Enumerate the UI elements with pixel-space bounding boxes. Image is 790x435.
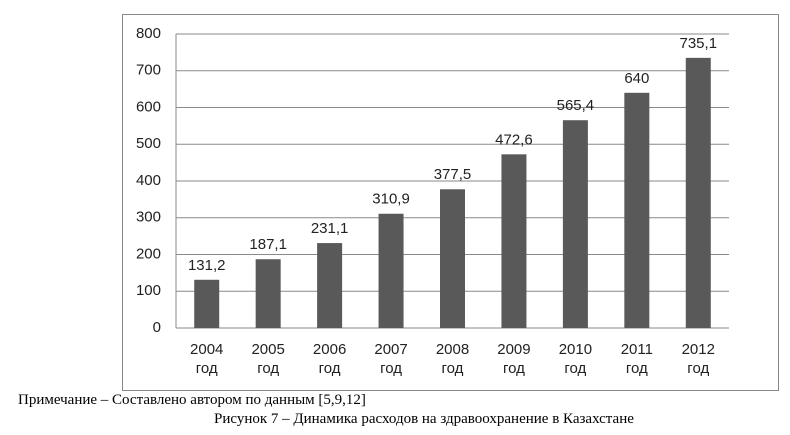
- value-label: 565,4: [557, 97, 595, 114]
- chart-border: [122, 14, 779, 391]
- value-label: 377,5: [434, 166, 472, 183]
- x-tick-label: 2006 год: [312, 341, 347, 377]
- bar: [194, 279, 220, 328]
- y-tick-label: 600: [136, 98, 161, 115]
- y-tick-label: 0: [153, 319, 161, 336]
- value-label: 187,1: [249, 236, 287, 253]
- caption: Рисунок 7 – Динамика расходов на здравоо…: [214, 411, 634, 427]
- bar: [255, 259, 281, 328]
- value-label: 735,1: [680, 35, 718, 52]
- value-label: 640: [624, 70, 649, 87]
- bar: [378, 213, 404, 328]
- x-tick-label: 2012 год: [681, 341, 715, 377]
- y-tick-label: 300: [136, 209, 161, 226]
- x-tick-label: 2005 год: [251, 341, 285, 377]
- note: Примечание – Составлено автором по данны…: [18, 392, 366, 408]
- y-tick-label: 700: [136, 62, 161, 79]
- value-label: 310,9: [372, 191, 410, 208]
- value-label: 131,2: [188, 257, 226, 274]
- x-tick-label: 2010 год: [558, 341, 593, 377]
- y-tick-label: 400: [136, 172, 161, 189]
- x-tick-label: 2008 год: [435, 341, 470, 377]
- bar: [685, 57, 711, 329]
- x-tick-label: 2011 год: [620, 341, 653, 377]
- y-tick-label: 100: [136, 282, 161, 299]
- bar: [317, 243, 343, 328]
- x-tick-label: 2007 год: [374, 341, 408, 377]
- bar: [501, 154, 527, 328]
- x-tick-label: 2009 год: [497, 341, 531, 377]
- value-label: 472,6: [495, 131, 533, 148]
- bar: [440, 189, 465, 328]
- bar: [624, 92, 650, 328]
- y-tick-label: 200: [136, 245, 161, 262]
- y-tick-label: 800: [136, 25, 161, 42]
- value-label: 231,1: [311, 220, 349, 237]
- x-tick-label: 2004 год: [190, 341, 224, 377]
- bar: [562, 120, 588, 328]
- y-tick-label: 500: [136, 135, 161, 152]
